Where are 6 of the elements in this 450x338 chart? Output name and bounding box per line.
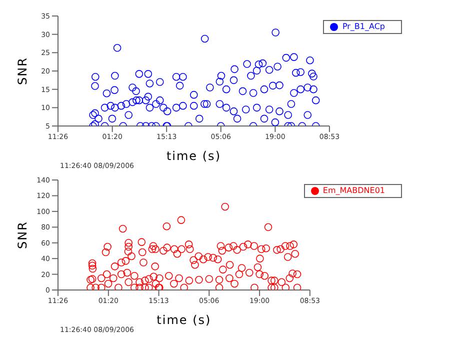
y-axis-title: SNR xyxy=(15,221,30,249)
legend-label: Pr_B1_ACp xyxy=(342,22,385,31)
x-axis-title: time (s) xyxy=(156,313,212,327)
legend-label: Em_MABDNE01 xyxy=(322,186,385,195)
y-axis-title: SNR xyxy=(15,57,30,85)
x-axis-title: time (s) xyxy=(166,149,221,163)
